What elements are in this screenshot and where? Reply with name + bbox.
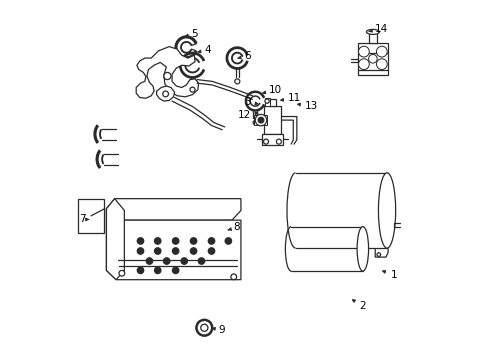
Circle shape <box>119 270 124 276</box>
Polygon shape <box>253 115 266 126</box>
Text: 12: 12 <box>237 110 257 120</box>
Circle shape <box>358 59 368 69</box>
Circle shape <box>264 99 269 103</box>
Circle shape <box>263 139 268 144</box>
Circle shape <box>137 238 143 244</box>
Polygon shape <box>136 46 198 98</box>
Circle shape <box>154 248 161 254</box>
Circle shape <box>163 72 171 80</box>
Circle shape <box>181 258 187 264</box>
Polygon shape <box>295 173 386 248</box>
Text: 14: 14 <box>368 24 387 34</box>
Circle shape <box>198 258 204 264</box>
Circle shape <box>208 248 214 254</box>
Circle shape <box>172 267 179 274</box>
Polygon shape <box>268 99 276 106</box>
Circle shape <box>137 267 143 274</box>
Circle shape <box>172 238 179 244</box>
Circle shape <box>163 91 168 97</box>
Circle shape <box>137 248 143 254</box>
Circle shape <box>154 267 161 274</box>
Text: 6: 6 <box>238 51 250 61</box>
Polygon shape <box>106 199 241 220</box>
Circle shape <box>224 238 231 244</box>
Circle shape <box>376 46 386 57</box>
Circle shape <box>358 46 368 57</box>
Text: 3: 3 <box>244 97 257 107</box>
Text: 5: 5 <box>185 29 198 39</box>
Circle shape <box>253 121 257 125</box>
Circle shape <box>190 248 196 254</box>
Circle shape <box>208 238 214 244</box>
Polygon shape <box>106 199 124 280</box>
Polygon shape <box>263 106 281 134</box>
Text: 7: 7 <box>79 215 88 224</box>
Text: 9: 9 <box>212 325 225 335</box>
Polygon shape <box>357 42 387 75</box>
Text: 10: 10 <box>262 85 282 95</box>
Circle shape <box>234 79 239 84</box>
Circle shape <box>258 117 264 123</box>
Polygon shape <box>106 220 241 280</box>
Text: 13: 13 <box>297 102 317 112</box>
Text: 2: 2 <box>352 300 365 311</box>
Circle shape <box>146 258 152 264</box>
Text: 4: 4 <box>198 45 210 55</box>
FancyBboxPatch shape <box>78 199 103 233</box>
Circle shape <box>196 320 212 336</box>
Circle shape <box>190 238 196 244</box>
Polygon shape <box>156 86 174 101</box>
Circle shape <box>190 87 195 92</box>
Circle shape <box>376 59 386 69</box>
Polygon shape <box>368 32 376 42</box>
Circle shape <box>376 253 380 256</box>
Ellipse shape <box>366 30 379 35</box>
Ellipse shape <box>378 173 395 248</box>
Circle shape <box>255 114 266 126</box>
Polygon shape <box>261 134 283 145</box>
Ellipse shape <box>356 226 368 271</box>
Circle shape <box>276 139 281 144</box>
Circle shape <box>163 258 169 264</box>
Circle shape <box>230 274 236 280</box>
Text: 11: 11 <box>280 93 300 103</box>
Circle shape <box>368 54 376 63</box>
Polygon shape <box>264 98 269 106</box>
Circle shape <box>154 238 161 244</box>
Text: 8: 8 <box>228 222 240 232</box>
Circle shape <box>172 248 179 254</box>
Circle shape <box>201 324 207 331</box>
Text: 1: 1 <box>382 270 397 280</box>
Polygon shape <box>290 226 362 271</box>
